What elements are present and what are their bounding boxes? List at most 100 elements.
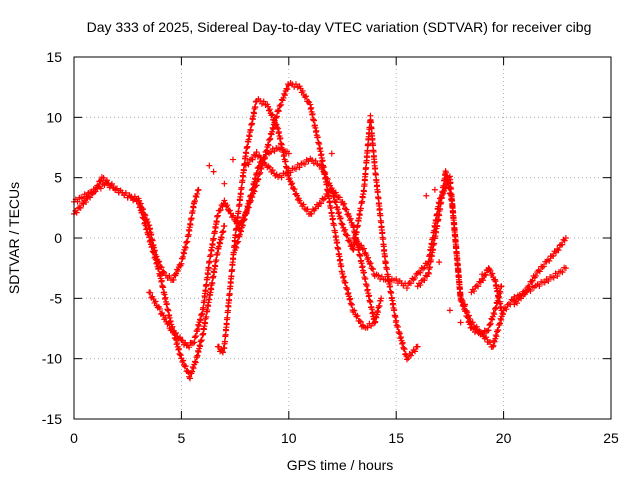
data-point [173, 330, 180, 337]
data-point [461, 301, 468, 308]
data-point [247, 127, 254, 134]
data-point [184, 367, 191, 374]
x-tick-label: 0 [70, 430, 78, 446]
data-point [269, 167, 276, 174]
data-point [468, 289, 475, 296]
y-tick-label: -15 [42, 411, 62, 427]
data-point [489, 316, 496, 323]
data-point [278, 141, 285, 148]
data-point [340, 201, 347, 208]
data-point [122, 189, 129, 196]
data-point [529, 277, 536, 284]
data-point [473, 326, 480, 333]
data-point [382, 259, 389, 266]
data-point [491, 311, 498, 318]
data-point [289, 180, 296, 187]
data-point [224, 202, 231, 209]
data-point [83, 199, 90, 206]
data-point [526, 283, 533, 290]
data-point [457, 319, 464, 326]
data-point [391, 306, 398, 313]
data-point [359, 198, 366, 205]
data-point [378, 295, 385, 302]
data-point [268, 112, 275, 119]
data-point [221, 197, 228, 204]
data-point [238, 184, 245, 191]
data-point [353, 313, 360, 320]
data-point [353, 229, 360, 236]
data-point [388, 290, 395, 297]
data-point [221, 180, 228, 187]
data-point [249, 120, 256, 127]
data-point [215, 343, 222, 350]
data-point [362, 171, 369, 178]
data-point [285, 150, 292, 157]
data-point [319, 157, 326, 164]
data-point [224, 314, 231, 321]
data-point [244, 143, 251, 150]
data-point [376, 303, 383, 310]
chart-title: Day 333 of 2025, Sidereal Day-to-day VTE… [87, 19, 592, 35]
series-scattered-points [206, 150, 492, 326]
data-point [367, 118, 374, 125]
data-point [446, 185, 453, 192]
data-point [189, 340, 196, 347]
data-point [83, 193, 90, 200]
data-point [202, 288, 209, 295]
data-point [554, 245, 561, 252]
data-point [414, 283, 421, 290]
data-point [481, 335, 488, 342]
data-point [495, 327, 502, 334]
grid [74, 57, 611, 419]
data-point [422, 272, 429, 279]
data-point [440, 182, 447, 189]
data-point [347, 215, 354, 222]
data-point [189, 368, 196, 375]
data-point [420, 265, 427, 272]
data-point [239, 222, 246, 229]
data-point [471, 288, 478, 295]
data-point [532, 272, 539, 279]
data-point [550, 274, 557, 281]
data-point [144, 218, 151, 225]
data-point [142, 212, 149, 219]
data-point [226, 297, 233, 304]
data-point [360, 245, 367, 252]
x-axis-label: GPS time / hours [287, 457, 394, 473]
data-point [216, 207, 223, 214]
data-point [245, 161, 252, 168]
data-point [383, 266, 390, 273]
data-point [186, 344, 193, 351]
data-point [349, 301, 356, 308]
data-point [364, 324, 371, 331]
data-point [332, 199, 339, 206]
data-point [156, 258, 163, 265]
data-point [100, 175, 107, 182]
data-point [450, 214, 457, 221]
data-point [514, 300, 521, 307]
data-point [79, 200, 86, 207]
data-point [156, 305, 163, 312]
data-point [296, 164, 303, 171]
data-point [277, 135, 284, 142]
data-point [164, 321, 171, 328]
x-tick-label: 5 [178, 430, 186, 446]
x-tick-label: 20 [496, 430, 512, 446]
data-point [336, 194, 343, 201]
data-point [163, 300, 170, 307]
series-track-4 [214, 96, 378, 356]
data-point [182, 244, 189, 251]
data-point [456, 278, 463, 285]
data-point [284, 170, 291, 177]
data-point [228, 273, 235, 280]
data-point [198, 337, 205, 344]
data-point [458, 296, 465, 303]
data-point [523, 289, 530, 296]
data-point [235, 238, 242, 245]
data-point [320, 196, 327, 203]
data-point [178, 260, 185, 267]
data-point [328, 150, 335, 157]
data-point [374, 188, 381, 195]
data-point [162, 314, 169, 321]
data-point [394, 323, 401, 330]
